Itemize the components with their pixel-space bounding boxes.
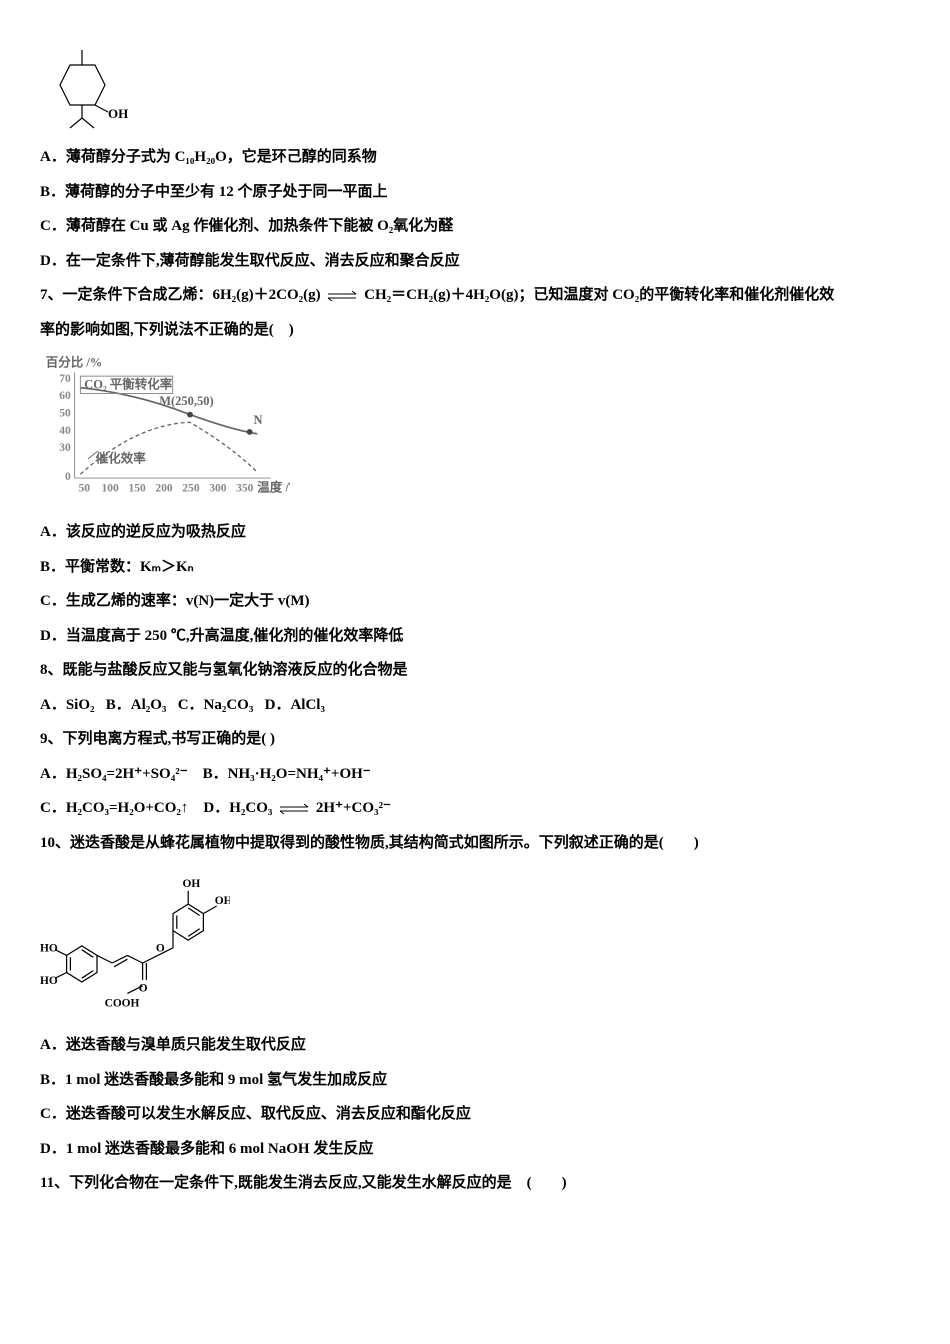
ytick-60: 60: [59, 390, 71, 402]
rosm-ho-2: HO: [40, 975, 58, 987]
q8-opt-a: A．SiO₂: [40, 697, 95, 713]
q10-opt-b: B．1 mol 迷迭香酸最多能和 9 mol 氢气发生加成反应: [40, 1063, 910, 1098]
q8-options: A．SiO₂ B．Al₂O₃ C．Na₂CO₃ D．AlCl₃: [40, 688, 910, 723]
q8-stem: 8、既能与盐酸反应又能与氢氧化钠溶液反应的化合物是: [40, 653, 910, 688]
q10-stem: 10、迷迭香酸是从蜂花属植物中提取得到的酸性物质,其结构简式如图所示。下列叙述正…: [40, 826, 910, 861]
q6-opt-b: B．薄荷醇的分子中至少有 12 个原子处于同一平面上: [40, 175, 910, 210]
rosm-oh-2: OH: [215, 895, 230, 907]
xtick-250: 250: [182, 483, 200, 495]
ytick-50: 50: [59, 408, 71, 420]
xtick-150: 150: [128, 483, 146, 495]
point-m-label: M(250,50): [159, 394, 213, 408]
rosm-ho-1: HO: [40, 943, 58, 955]
q7-opt-a: A．该反应的逆反应为吸热反应: [40, 515, 910, 550]
equilibrium-arrow-icon: [324, 289, 360, 303]
q6-opt-c: C．薄荷醇在 Cu 或 Ag 作催化剂、加热条件下能被 O₂氧化为醛: [40, 209, 910, 244]
q10-opt-d: D．1 mol 迷迭香酸最多能和 6 mol NaOH 发生反应: [40, 1132, 910, 1167]
q7-opt-d: D．当温度高于 250 ℃,升高温度,催化剂的催化效率降低: [40, 619, 910, 654]
q9-options-cd: C．H₂CO₃=H₂O+CO₂↑ D．H₂CO₃ 2H⁺+CO₃²⁻: [40, 791, 910, 826]
q9-opt-d-a: D．H₂CO₃: [203, 800, 272, 816]
ytick-40: 40: [59, 425, 71, 437]
xtick-100: 100: [102, 483, 120, 495]
rosm-o-2: O: [139, 983, 148, 995]
q8-opt-b: B．Al₂O₃: [106, 697, 167, 713]
q6-opt-d: D．在一定条件下,薄荷醇能发生取代反应、消去反应和聚合反应: [40, 244, 910, 279]
xtick-350: 350: [236, 483, 254, 495]
equilibrium-arrow-icon: [276, 802, 312, 816]
menthol-structure: OH: [40, 40, 130, 130]
conversion-chart: 百分比 /% 70 60 50 40 30 0 50 100 150 200 2…: [40, 355, 290, 505]
oh-label: OH: [108, 106, 128, 121]
series1-label: CO₂ 平衡转化率: [84, 377, 173, 392]
point-n-label: N: [253, 413, 262, 427]
rosm-oh-1: OH: [183, 878, 201, 890]
q11-stem: 11、下列化合物在一定条件下,既能发生消去反应,又能发生水解反应的是 ( ): [40, 1166, 910, 1201]
q9-opt-a: A．H₂SO₄=2H⁺+SO₄²⁻: [40, 766, 188, 782]
q10-opt-c: C．迷迭香酸可以发生水解反应、取代反应、消去反应和酯化反应: [40, 1097, 910, 1132]
xtick-200: 200: [155, 483, 173, 495]
q9-opt-d-b: 2H⁺+CO₃²⁻: [316, 800, 391, 816]
ytick-70: 70: [59, 373, 71, 385]
q9-opt-b: B．NH₃·H₂O=NH₄⁺+OH⁻: [203, 766, 371, 782]
q7-stem-c: 率的影响如图,下列说法不正确的是( ): [40, 313, 910, 348]
xtick-300: 300: [209, 483, 227, 495]
ytick-30: 30: [59, 442, 71, 454]
q7-stem-b: CH₂＝CH₂(g)＋4H₂O(g)；已知温度对 CO₂的平衡转化率和催化剂催化…: [364, 287, 834, 303]
q8-opt-c: C．Na₂CO₃: [178, 697, 254, 713]
q7-stem: 7、一定条件下合成乙烯：6H₂(g)＋2CO₂(g) CH₂＝CH₂(g)＋4H…: [40, 278, 910, 313]
q9-options-ab: A．H₂SO₄=2H⁺+SO₄²⁻ B．NH₃·H₂O=NH₄⁺+OH⁻: [40, 757, 910, 792]
q6-opt-a: A．薄荷醇分子式为 C₁₀H₂₀O，它是环己醇的同系物: [40, 140, 910, 175]
rosmarinic-acid-structure: OH OH HO HO O O COOH: [40, 868, 230, 1018]
rosm-o-1: O: [156, 943, 165, 955]
ytick-0: 0: [65, 471, 71, 483]
xtick-50: 50: [78, 483, 90, 495]
q7-opt-c: C．生成乙烯的速率：v(N)一定大于 v(M): [40, 584, 910, 619]
q9-opt-c: C．H₂CO₃=H₂O+CO₂↑: [40, 800, 188, 816]
chart-x-title: 温度 /℃: [257, 480, 290, 495]
chart-y-title: 百分比 /%: [46, 355, 103, 370]
q7-stem-a: 7、一定条件下合成乙烯：6H₂(g)＋2CO₂(g): [40, 287, 321, 303]
q8-opt-d: D．AlCl₃: [265, 697, 325, 713]
rosm-cooh: COOH: [105, 998, 140, 1010]
series2-label: 催化效率: [96, 451, 146, 466]
q7-opt-b: B．平衡常数：Kₘ＞Kₙ: [40, 550, 910, 585]
q10-opt-a: A．迷迭香酸与溴单质只能发生取代反应: [40, 1028, 910, 1063]
q9-stem: 9、下列电离方程式,书写正确的是( ): [40, 722, 910, 757]
